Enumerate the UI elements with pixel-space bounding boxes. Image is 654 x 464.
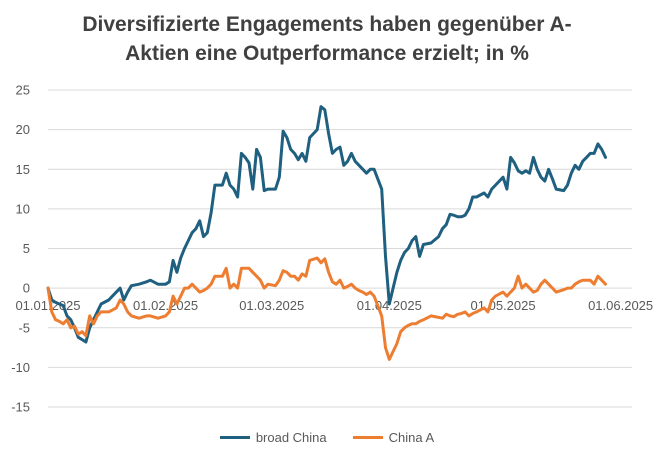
x-tick-label: 01.04.2025	[357, 298, 422, 313]
chart-title-line-2: Aktien eine Outperformance erzielt; in %	[125, 42, 529, 65]
legend-swatch-broad-china	[219, 436, 250, 439]
legend: broad China China A	[0, 430, 654, 445]
y-tick-label: 0	[23, 281, 30, 296]
legend-label-china-a: China A	[388, 430, 435, 445]
legend-item-china-a: China A	[352, 430, 435, 445]
series-line-broad-china	[46, 105, 607, 344]
series-line-china-a	[46, 256, 607, 361]
chart-title: Diversifizierte Engagements haben gegenü…	[0, 10, 654, 68]
x-tick-label: 01.02.2025	[133, 298, 198, 313]
y-tick-label: -10	[11, 360, 30, 375]
y-tick-label: 5	[23, 241, 30, 256]
legend-swatch-china-a	[352, 436, 383, 439]
y-tick-label: -5	[18, 320, 30, 335]
y-tick-label: 10	[16, 201, 30, 216]
legend-label-broad-china: broad China	[255, 430, 327, 445]
x-tick-label: 01.06.2025	[588, 298, 653, 313]
y-tick-label: -15	[11, 400, 30, 415]
y-tick-label: 25	[16, 83, 30, 98]
chart-title-line-1: Diversifizierte Engagements haben gegenü…	[82, 13, 572, 36]
y-tick-label: 20	[16, 122, 30, 137]
x-tick-label: 01.01.2025	[15, 298, 80, 313]
y-tick-label: 15	[16, 162, 30, 177]
x-tick-label: 01.03.2025	[239, 298, 304, 313]
legend-item-broad-china: broad China	[219, 430, 327, 445]
